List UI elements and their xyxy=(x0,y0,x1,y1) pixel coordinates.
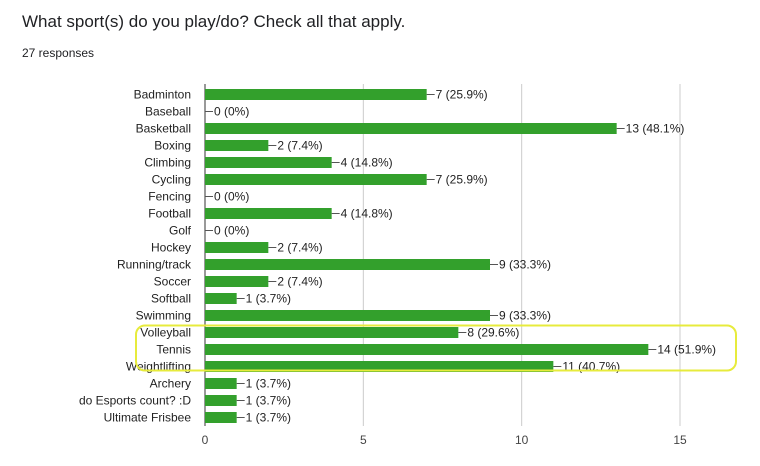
category-label: Hockey xyxy=(151,241,191,255)
category-label: do Esports count? :D xyxy=(79,394,191,408)
category-label: Ultimate Frisbee xyxy=(104,411,192,425)
data-label: 14 (51.9%) xyxy=(657,343,716,357)
x-tick-label: 15 xyxy=(673,433,687,447)
category-label: Running/track xyxy=(117,258,192,272)
response-count: 27 responses xyxy=(22,46,95,60)
category-label: Swimming xyxy=(136,309,191,323)
data-label: 2 (7.4%) xyxy=(277,241,322,255)
category-label: Fencing xyxy=(148,190,191,204)
data-label: 7 (25.9%) xyxy=(436,173,488,187)
bar xyxy=(205,140,269,151)
data-label: 4 (14.8%) xyxy=(341,156,393,170)
category-label: Soccer xyxy=(154,275,191,289)
bar xyxy=(205,276,269,287)
category-label: Basketball xyxy=(136,122,191,136)
bar xyxy=(205,293,237,304)
highlight-box xyxy=(135,324,737,372)
data-label: 9 (33.3%) xyxy=(499,258,551,272)
x-tick-label: 0 xyxy=(202,433,209,447)
data-label: 1 (3.7%) xyxy=(246,377,291,391)
data-label: 0 (0%) xyxy=(214,224,249,238)
bar xyxy=(205,242,269,253)
x-tick-label: 5 xyxy=(360,433,367,447)
bar xyxy=(205,89,427,100)
bar xyxy=(205,412,237,423)
data-label: 1 (3.7%) xyxy=(246,394,291,408)
data-label: 9 (33.3%) xyxy=(499,309,551,323)
data-label: 0 (0%) xyxy=(214,105,249,119)
category-label: Climbing xyxy=(144,156,191,170)
data-label: 0 (0%) xyxy=(214,190,249,204)
category-label: Cycling xyxy=(152,173,191,187)
category-label: Volleyball xyxy=(140,326,191,340)
category-label: Baseball xyxy=(145,105,191,119)
data-label: 1 (3.7%) xyxy=(246,292,291,306)
bar xyxy=(205,208,332,219)
data-label: 8 (29.6%) xyxy=(467,326,519,340)
category-label: Football xyxy=(148,207,191,221)
category-label: Tennis xyxy=(156,343,191,357)
bar xyxy=(205,378,237,389)
x-tick-label: 10 xyxy=(515,433,529,447)
data-label: 1 (3.7%) xyxy=(246,411,291,425)
bar xyxy=(205,123,617,134)
data-label: 7 (25.9%) xyxy=(436,88,488,102)
bar xyxy=(205,174,427,185)
category-label: Golf xyxy=(169,224,192,238)
data-label: 4 (14.8%) xyxy=(341,207,393,221)
category-label: Softball xyxy=(151,292,191,306)
bar xyxy=(205,344,649,355)
bar xyxy=(205,395,237,406)
bar xyxy=(205,310,490,321)
question-title: What sport(s) do you play/do? Check all … xyxy=(22,12,406,31)
bar xyxy=(205,157,332,168)
data-label: 13 (48.1%) xyxy=(626,122,685,136)
data-label: 2 (7.4%) xyxy=(277,139,322,153)
bar xyxy=(205,361,554,372)
bar xyxy=(205,259,490,270)
category-label: Badminton xyxy=(134,88,191,102)
bar xyxy=(205,327,459,338)
data-label: 2 (7.4%) xyxy=(277,275,322,289)
category-label: Archery xyxy=(150,377,191,391)
category-label: Boxing xyxy=(154,139,191,153)
